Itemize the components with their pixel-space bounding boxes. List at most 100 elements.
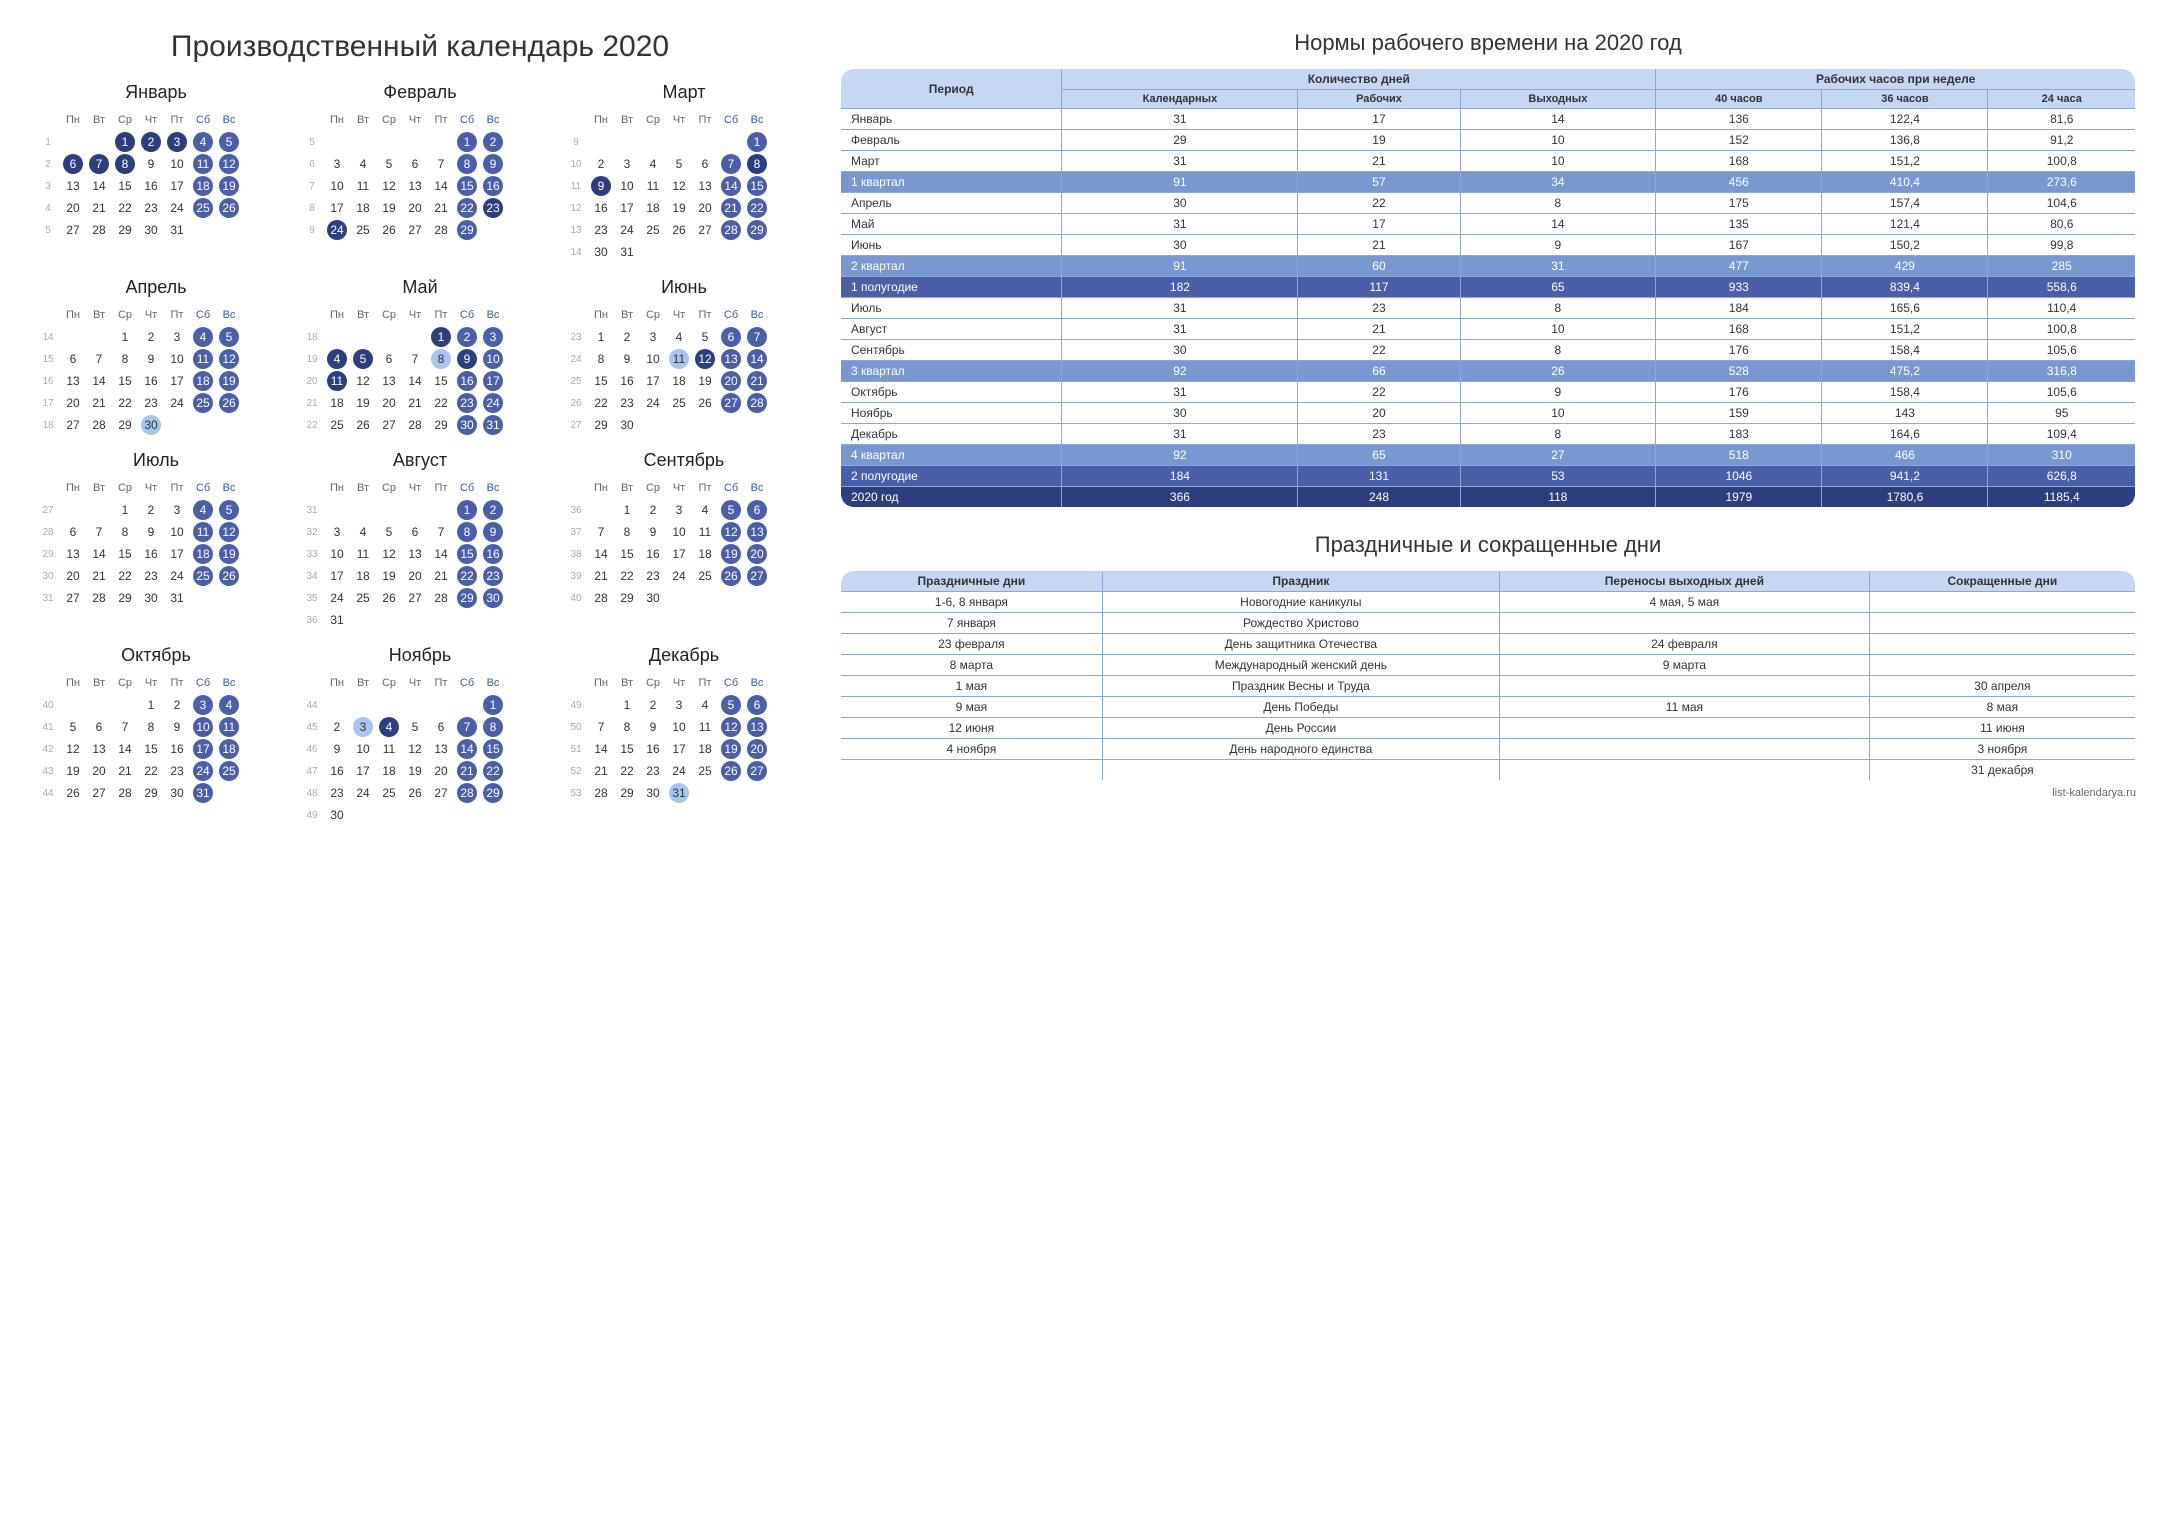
cell: 91,2 xyxy=(1988,130,2136,151)
day-cell xyxy=(60,694,86,716)
day-cell: 2 xyxy=(164,694,190,716)
cell: 184 xyxy=(1656,298,1822,319)
week-number: 5 xyxy=(304,131,324,153)
weekday-header: Пт xyxy=(164,672,190,694)
day-cell: 5 xyxy=(718,694,744,716)
day-cell: 30 xyxy=(640,782,666,804)
cell: 10 xyxy=(1460,319,1656,340)
day-cell: 2 xyxy=(480,499,506,521)
cell: Рождество Христово xyxy=(1102,613,1499,634)
day-cell: 21 xyxy=(718,197,744,219)
cell: День Победы xyxy=(1102,697,1499,718)
day-cell: 19 xyxy=(376,197,402,219)
cell xyxy=(1869,613,2135,634)
week-number: 28 xyxy=(40,521,60,543)
day-cell: 15 xyxy=(744,175,770,197)
day-cell: 12 xyxy=(216,521,242,543)
day-cell xyxy=(86,499,112,521)
day-cell: 31 xyxy=(480,414,506,436)
month-Июнь: ИюньПнВтСрЧтПтСбВс2312345672489101112131… xyxy=(568,277,800,436)
day-cell xyxy=(640,241,666,263)
weekday-header: Вс xyxy=(216,109,242,131)
day-cell: 26 xyxy=(718,760,744,782)
day-cell: 15 xyxy=(614,738,640,760)
weekday-header: Вт xyxy=(614,477,640,499)
day-cell: 11 xyxy=(324,370,350,392)
week-number: 51 xyxy=(568,738,588,760)
weekday-header: Пт xyxy=(692,477,718,499)
day-cell: 14 xyxy=(718,175,744,197)
week-number: 33 xyxy=(304,543,324,565)
week-number: 5 xyxy=(40,219,60,241)
week-number: 15 xyxy=(40,348,60,370)
cell: 9 xyxy=(1460,382,1656,403)
day-cell xyxy=(666,241,692,263)
day-cell: 2 xyxy=(324,716,350,738)
day-cell: 18 xyxy=(350,197,376,219)
day-cell: 30 xyxy=(138,414,164,436)
day-cell: 23 xyxy=(138,565,164,587)
week-number: 11 xyxy=(568,175,588,197)
cell: 528 xyxy=(1656,361,1822,382)
day-cell: 7 xyxy=(588,716,614,738)
day-cell: 16 xyxy=(480,543,506,565)
main-title: Производственный календарь 2020 xyxy=(40,30,800,64)
day-cell: 26 xyxy=(60,782,86,804)
day-cell: 14 xyxy=(402,370,428,392)
cell: 184 xyxy=(1062,466,1298,487)
cell: 941,2 xyxy=(1822,466,1988,487)
day-cell: 21 xyxy=(112,760,138,782)
day-cell: 5 xyxy=(216,131,242,153)
cell: День защитника Отечества xyxy=(1102,634,1499,655)
day-cell: 20 xyxy=(60,565,86,587)
day-cell: 6 xyxy=(60,153,86,175)
day-cell xyxy=(350,609,376,631)
day-cell xyxy=(718,131,744,153)
cell: 167 xyxy=(1656,235,1822,256)
weekday-header: Ср xyxy=(112,109,138,131)
day-cell: 16 xyxy=(614,370,640,392)
day-cell: 10 xyxy=(164,521,190,543)
weekday-header: Ср xyxy=(112,672,138,694)
footer-note: list-kalendarya.ru xyxy=(840,787,2136,799)
day-cell xyxy=(350,804,376,826)
day-cell xyxy=(190,219,216,241)
cell: 9 мая xyxy=(841,697,1103,718)
day-cell: 28 xyxy=(86,414,112,436)
month-name: Декабрь xyxy=(568,645,800,666)
weekday-header: Вс xyxy=(216,672,242,694)
cell: 100,8 xyxy=(1988,319,2136,340)
day-cell: 22 xyxy=(588,392,614,414)
cell: 23 февраля xyxy=(841,634,1103,655)
day-cell: 16 xyxy=(138,175,164,197)
day-cell: 19 xyxy=(402,760,428,782)
day-cell: 12 xyxy=(718,521,744,543)
week-number: 17 xyxy=(40,392,60,414)
day-cell xyxy=(402,326,428,348)
day-cell: 15 xyxy=(614,543,640,565)
day-cell: 9 xyxy=(480,521,506,543)
day-cell xyxy=(216,782,242,804)
week-number: 31 xyxy=(304,499,324,521)
day-cell: 7 xyxy=(428,521,454,543)
cell xyxy=(1102,760,1499,781)
cell: 31 xyxy=(1460,256,1656,277)
day-cell: 1 xyxy=(588,326,614,348)
cell: 8 xyxy=(1460,298,1656,319)
cell: 22 xyxy=(1298,340,1460,361)
weekday-header: Сб xyxy=(190,109,216,131)
day-cell: 26 xyxy=(666,219,692,241)
day-cell: 12 xyxy=(60,738,86,760)
cell: 466 xyxy=(1822,445,1988,466)
day-cell: 7 xyxy=(86,348,112,370)
day-cell: 15 xyxy=(588,370,614,392)
day-cell: 19 xyxy=(376,565,402,587)
right-section: Нормы рабочего времени на 2020 год Перио… xyxy=(840,30,2136,826)
week-number: 29 xyxy=(40,543,60,565)
norms-row: 1 полугодие18211765933839,4558,6 xyxy=(841,277,2136,298)
day-cell: 3 xyxy=(164,499,190,521)
day-cell: 27 xyxy=(376,414,402,436)
day-cell: 5 xyxy=(376,521,402,543)
weekday-header: Вс xyxy=(480,304,506,326)
day-cell: 21 xyxy=(402,392,428,414)
